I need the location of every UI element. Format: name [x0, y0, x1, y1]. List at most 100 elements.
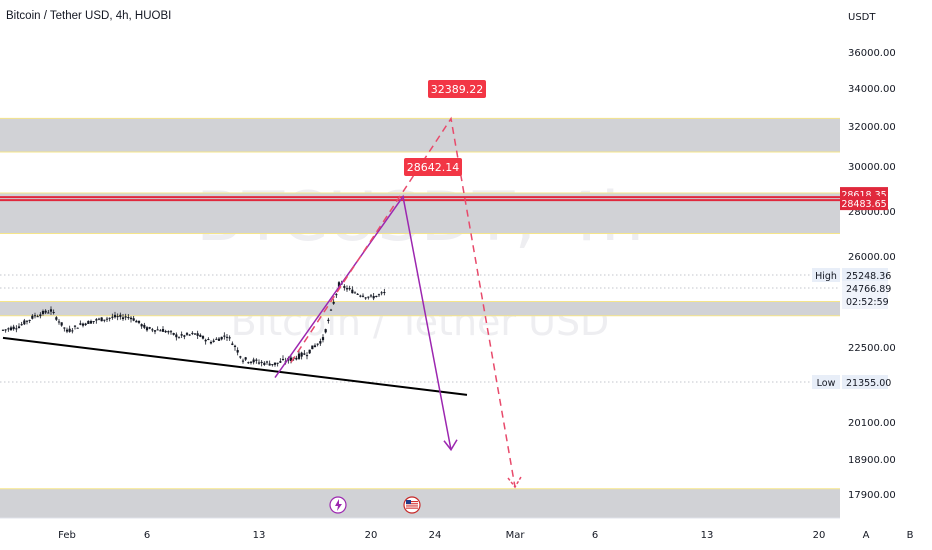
candle-body: [359, 295, 362, 297]
target-label-mid-bg: [404, 158, 462, 176]
candle-body: [244, 357, 247, 360]
candle-body: [369, 295, 373, 297]
candle-body: [367, 296, 370, 298]
candle-body: [177, 337, 181, 339]
candle-body: [9, 327, 13, 331]
candle-body: [4, 329, 7, 331]
candle-body: [324, 329, 327, 333]
resistance-badge-bg: [840, 196, 888, 211]
projection-path-dashed: [290, 116, 516, 488]
candle-body: [316, 343, 319, 345]
price-axis-tick: 32000.00: [848, 122, 896, 133]
candle-body: [295, 357, 298, 360]
time-axis-tick: Feb: [58, 530, 76, 541]
candle-body: [161, 329, 165, 332]
candle-body: [380, 292, 383, 294]
us-flag-icon[interactable]: [403, 496, 421, 514]
projection-arrowhead-dashed: [507, 476, 522, 489]
candle-body: [364, 297, 367, 299]
candle-body: [108, 317, 111, 319]
candle-body: [135, 320, 138, 323]
candle-body: [164, 330, 167, 333]
candle-body: [49, 309, 53, 312]
candle-body: [351, 289, 354, 294]
target-label-high-bg: [428, 80, 486, 98]
log-scale-toggle[interactable]: B: [907, 530, 914, 541]
low-value-bg: [842, 375, 888, 389]
last-price-bg: [842, 281, 888, 309]
countdown-timer: 02:52:59: [846, 297, 889, 308]
candle-body: [121, 317, 125, 320]
candle-body: [273, 362, 277, 365]
candle-body: [303, 353, 306, 355]
flag-stripe: [406, 503, 418, 505]
candle-body: [276, 362, 279, 364]
candle-body: [180, 334, 183, 336]
candle-body: [260, 361, 263, 363]
candle-body: [52, 312, 55, 314]
time-axis-tick: Mar: [506, 530, 526, 541]
candle-body: [375, 295, 378, 297]
high-label-bg: [812, 268, 840, 282]
candle-body: [201, 336, 205, 339]
candle-body: [305, 355, 309, 357]
flag-stripe: [406, 501, 418, 503]
low-label: Low: [817, 378, 836, 389]
candle-body: [191, 332, 194, 334]
candle-body: [356, 293, 359, 295]
lightning-glyph: [335, 499, 342, 511]
candle-body: [236, 350, 239, 353]
auto-scale-toggle[interactable]: A: [863, 530, 870, 541]
candle-body: [60, 322, 63, 326]
candle-body: [329, 309, 333, 311]
candle-body: [137, 320, 141, 323]
price-axis-tick: 34000.00: [848, 84, 896, 95]
zone-band: [0, 301, 840, 316]
flag-stripe: [406, 505, 418, 507]
candle-body: [63, 327, 66, 329]
candle-body: [271, 364, 274, 366]
candle-body: [268, 363, 271, 366]
resistance-badge-label: 28483.65: [841, 199, 886, 210]
zone-band: [0, 118, 840, 152]
price-axis-tick: 26000.00: [848, 252, 896, 263]
projection-arrowhead: [443, 439, 458, 452]
time-axis-tick: 6: [592, 530, 598, 541]
candle-body: [332, 301, 335, 304]
candle-body: [17, 326, 21, 328]
candle-body: [257, 362, 261, 364]
candle-body: [252, 359, 255, 363]
candle-body: [361, 295, 365, 297]
candle-body: [241, 360, 245, 362]
candle-body: [279, 361, 282, 363]
trendline: [2, 336, 468, 396]
candle-body: [7, 328, 10, 330]
low-label-bg: [812, 375, 840, 389]
candle-body: [289, 357, 293, 362]
price-axis-tick: 17900.00: [848, 490, 896, 501]
candle-body: [132, 318, 135, 321]
price-axis-tick: 30000.00: [848, 162, 896, 173]
last-price: 24766.89: [846, 284, 891, 295]
candle-body: [140, 324, 143, 327]
candle-body: [20, 324, 23, 326]
time-axis-tick: 13: [253, 530, 266, 541]
candle-body: [92, 321, 95, 323]
time-axis-tick: 20: [813, 530, 826, 541]
candle-body: [87, 320, 90, 324]
symbol-title: Bitcoin / Tether USD, 4h, HUOBI: [6, 10, 172, 22]
flag-stripe: [406, 507, 418, 509]
candle-body: [145, 327, 149, 331]
time-axis-tick: 6: [144, 530, 150, 541]
candle-body: [263, 362, 266, 365]
high-value: 25248.36: [846, 271, 891, 282]
candle-body: [105, 318, 109, 320]
candle-body: [153, 330, 157, 332]
candle-body: [33, 315, 37, 317]
candle-body: [167, 331, 170, 333]
candle-body: [319, 341, 322, 344]
candle-body: [23, 320, 26, 325]
target-label-high: 32389.22: [431, 83, 484, 96]
candle-body: [111, 316, 114, 318]
